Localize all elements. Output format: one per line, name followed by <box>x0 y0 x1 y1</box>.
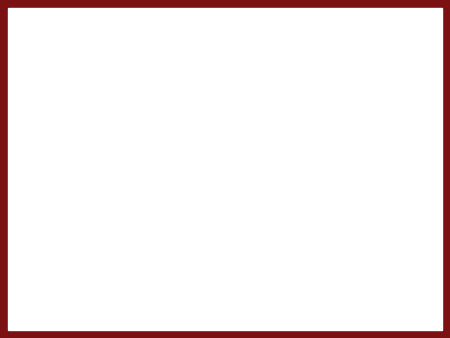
Text: Vex 1.0 © 2005 Carnegie Mellon Robotics Academy Inc.: Vex 1.0 © 2005 Carnegie Mellon Robotics … <box>304 285 450 294</box>
Text: •  Causes of excessive current flow: • Causes of excessive current flow <box>73 166 293 178</box>
Circle shape <box>326 175 365 203</box>
Circle shape <box>209 203 248 233</box>
Text: Overview: Overview <box>218 43 371 72</box>
Circle shape <box>209 175 248 203</box>
Bar <box>229 159 369 218</box>
Text: •  Current flow: • Current flow <box>73 136 165 149</box>
Circle shape <box>219 183 238 196</box>
Text: •  How to measure DC motor current
    with a multimeter: • How to measure DC motor current with a… <box>73 225 304 254</box>
Bar <box>194 184 428 243</box>
Circle shape <box>336 211 355 225</box>
Circle shape <box>326 203 365 233</box>
Bar <box>278 86 324 95</box>
Bar <box>268 83 334 167</box>
Circle shape <box>336 183 355 196</box>
Text: v: v <box>344 253 351 266</box>
Text: Ex: Ex <box>356 247 386 267</box>
Bar <box>194 74 428 184</box>
Bar <box>278 100 324 134</box>
Text: ROBOTICS DESIGN SYSTEM: ROBOTICS DESIGN SYSTEM <box>347 270 419 275</box>
Text: In this lesson you will learn:: In this lesson you will learn: <box>69 114 280 126</box>
Circle shape <box>219 211 238 225</box>
Bar <box>240 167 357 210</box>
Text: •  How current is affected by work: • How current is affected by work <box>73 195 288 209</box>
Text: CURRENT DRAW: CURRENT DRAW <box>69 43 346 72</box>
